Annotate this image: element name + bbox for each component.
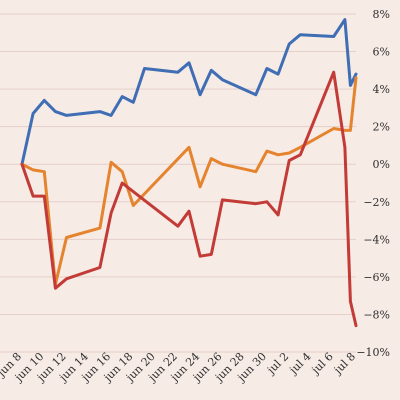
y-tick-label: 2% [373, 121, 390, 134]
y-tick-label: −10% [356, 346, 390, 359]
series-line-1 [20, 18, 358, 166]
y-tick-label: 0% [373, 158, 390, 171]
y-tick-label: 6% [373, 46, 390, 59]
grid-lines [0, 13, 356, 353]
y-tick-label: −8% [363, 308, 390, 321]
series-line-3 [20, 70, 358, 328]
y-axis: 8% 6% 4% 2% 0% −2% −4% −6% −8% −10% [356, 8, 390, 359]
series-line-2 [20, 76, 358, 286]
series-lines [20, 18, 358, 328]
y-tick-label: −2% [363, 196, 390, 209]
y-tick-label: 4% [373, 83, 390, 96]
y-tick-label: 8% [373, 8, 390, 21]
y-tick-label: −6% [363, 271, 390, 284]
y-tick-label: −4% [363, 233, 390, 246]
